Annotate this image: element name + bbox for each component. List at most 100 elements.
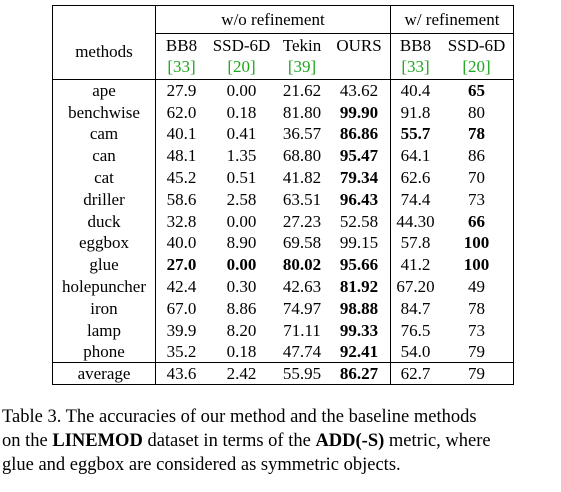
value: 27.0 [166, 255, 197, 275]
value-cell: 0.00 [207, 254, 276, 276]
value-cell: 0.30 [207, 276, 276, 298]
method-cell: lamp [52, 319, 156, 342]
data-row: ape 27.9 0.00 21.62 43.62 40.4 65 [52, 79, 514, 102]
column-name: BB8 [399, 36, 432, 55]
caption-text: metric, where [384, 431, 491, 451]
method-cell: cat [52, 166, 156, 189]
value: 71.11 [283, 320, 321, 340]
value: 40.4 [400, 81, 431, 101]
method-cell: ape [52, 79, 156, 102]
value-cell: 91.8 [391, 101, 441, 123]
value: 91.8 [400, 102, 431, 122]
column-header: OURS [328, 33, 391, 80]
value: 95.66 [339, 255, 379, 275]
value-cell: 68.80 [276, 145, 328, 167]
method-cell: glue [52, 253, 156, 276]
value: 73 [468, 320, 485, 340]
method-name: benchwise [68, 102, 140, 122]
value: 52.58 [339, 211, 379, 231]
value-cell: 79 [440, 362, 514, 386]
value-cell: 79 [440, 341, 514, 363]
spacer [330, 56, 388, 77]
header-row: methods w/o refinement w/ refinement [52, 5, 514, 80]
value: 76.5 [400, 320, 431, 340]
value: 79 [468, 364, 485, 384]
value: 41.2 [400, 255, 431, 275]
value: 84.7 [400, 298, 431, 318]
value: 86.86 [339, 124, 379, 144]
data-row: average 43.6 2.42 55.95 86.27 62.7 79 [52, 362, 514, 386]
data-row: eggbox 40.0 8.90 69.58 99.15 57.8 100 [52, 232, 514, 254]
value: 42.4 [166, 277, 197, 297]
value-cell: 21.62 [276, 80, 328, 102]
group-header: w/ refinement [390, 5, 514, 34]
caption-line: glue and eggbox are considered as symmet… [2, 453, 558, 477]
value: 99.15 [339, 233, 379, 253]
value-cell: 43.62 [328, 79, 391, 102]
data-row: lamp 39.9 8.20 71.11 99.33 76.5 73 [52, 319, 514, 342]
value-cell: 67.0 [156, 297, 208, 319]
value: 57.8 [400, 233, 431, 253]
value: 42.63 [282, 277, 322, 297]
data-row: can 48.1 1.35 68.80 95.47 64.1 86 [52, 144, 514, 167]
value: 2.58 [226, 189, 257, 209]
value: 62.0 [166, 102, 197, 122]
group-label: w/ refinement [404, 10, 500, 29]
method-name: glue [89, 255, 119, 275]
value-cell: 86 [440, 144, 514, 167]
value: 79.34 [339, 168, 379, 188]
value: 43.62 [339, 81, 379, 101]
value-cell: 86.86 [328, 123, 391, 145]
method-cell: can [52, 144, 156, 167]
value: 81.80 [282, 102, 322, 122]
value-cell: 39.9 [156, 319, 208, 341]
value-cell: 98.88 [328, 297, 391, 320]
value-cell: 76.5 [391, 319, 441, 341]
value: 79 [468, 342, 485, 362]
method-cell: phone [52, 341, 156, 363]
value: 74.97 [282, 298, 322, 318]
value-cell: 80.02 [276, 254, 328, 276]
column-name: SSD-6D [447, 36, 506, 55]
value: 36.57 [282, 124, 322, 144]
column-header: BB8 [33] [155, 33, 207, 80]
value: 99.90 [339, 102, 379, 122]
value: 58.6 [166, 189, 197, 209]
method-name: lamp [87, 320, 121, 340]
value-cell: 32.8 [156, 210, 208, 232]
value: 8.90 [226, 233, 257, 253]
value-cell: 62.0 [156, 101, 208, 123]
value: 100 [463, 255, 490, 275]
value-cell: 95.66 [328, 253, 391, 276]
value-cell: 44.30 [391, 210, 441, 232]
value-cell: 55.7 [391, 123, 441, 145]
value-cell: 64.1 [391, 145, 441, 167]
method-cell: benchwise [52, 101, 156, 124]
value-cell: 71.11 [276, 319, 328, 341]
value-cell: 54.0 [391, 341, 441, 363]
method-name: ape [92, 81, 116, 101]
value: 49 [468, 277, 485, 297]
column-header: SSD-6D [20] [440, 33, 514, 80]
caption-text: on the [2, 431, 53, 451]
method-cell: cam [52, 123, 156, 145]
value: 32.8 [166, 211, 197, 231]
value: 86 [468, 146, 485, 166]
column-header: Tekin [39] [276, 33, 328, 80]
value-cell: 99.90 [328, 101, 391, 124]
value-cell: 96.43 [328, 188, 391, 211]
value-cell: 43.6 [155, 362, 207, 386]
value-cell: 84.7 [391, 297, 441, 319]
value: 44.30 [396, 211, 435, 231]
value-cell: 42.63 [276, 276, 328, 298]
value: 1.35 [226, 146, 257, 166]
value: 67.0 [166, 298, 197, 318]
value: 99.33 [339, 320, 379, 340]
value: 0.18 [226, 102, 257, 122]
value-cell: 27.0 [156, 254, 208, 276]
value-cell: 100 [440, 232, 514, 254]
corner-label: methods [75, 42, 133, 61]
value-cell: 8.20 [207, 319, 276, 341]
value-cell: 49 [440, 275, 514, 298]
